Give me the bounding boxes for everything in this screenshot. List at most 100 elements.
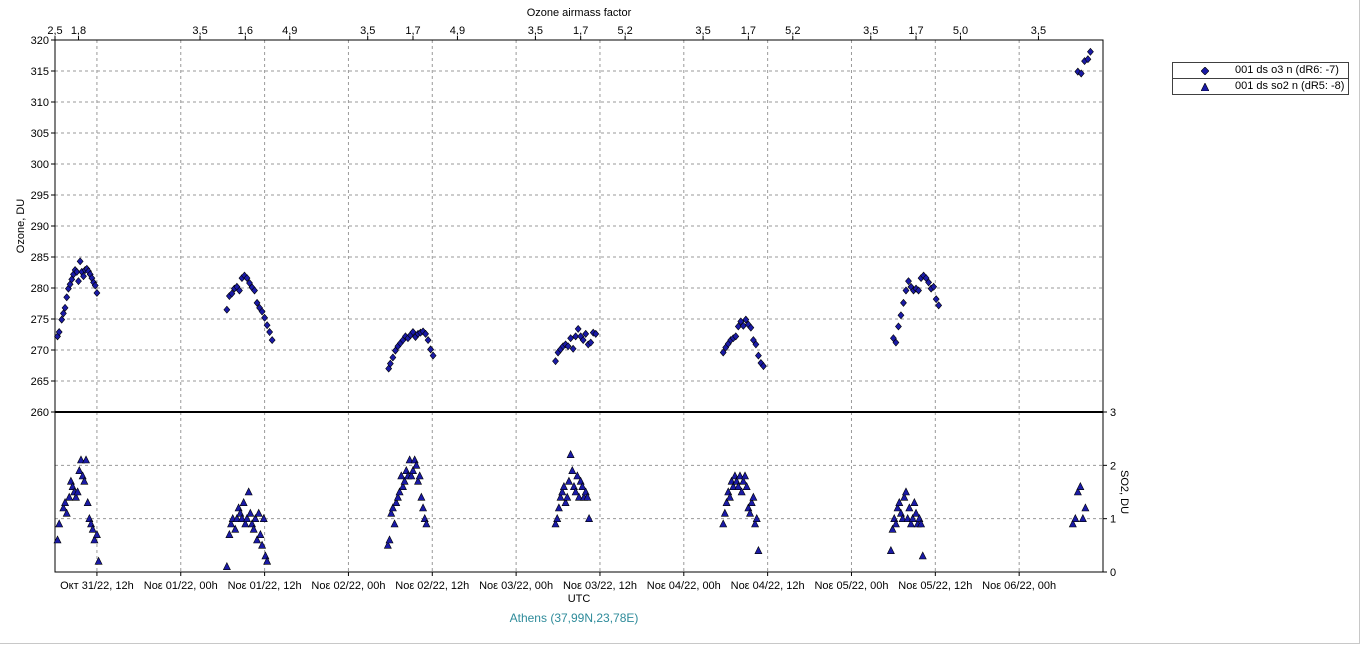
ozone-point bbox=[742, 315, 750, 324]
so2-point bbox=[1078, 513, 1087, 522]
top-tick-label: 5,2 bbox=[785, 25, 800, 37]
x-tick-label: Νοε 05/22, 00h bbox=[814, 580, 888, 592]
top-tick-label: 3,5 bbox=[360, 25, 375, 37]
ozone-point bbox=[263, 321, 271, 330]
ozone-point bbox=[897, 311, 905, 320]
top-tick-label: 1,6 bbox=[238, 25, 253, 37]
so2-point bbox=[392, 497, 401, 506]
so2-point bbox=[573, 471, 582, 480]
ozone-point bbox=[732, 332, 740, 341]
so2-point bbox=[1071, 513, 1080, 522]
so2-point bbox=[556, 492, 565, 501]
so2-point bbox=[88, 524, 97, 533]
so2-point bbox=[415, 471, 424, 480]
so2-point bbox=[414, 476, 423, 485]
so2-point bbox=[737, 487, 746, 496]
so2-point bbox=[90, 535, 99, 544]
y-tick-label: 295 bbox=[31, 190, 49, 202]
ozone-point bbox=[93, 288, 101, 297]
so2-point bbox=[62, 508, 71, 517]
so2-point bbox=[419, 503, 428, 512]
plot-frame bbox=[54, 39, 1104, 573]
so2-point bbox=[246, 508, 255, 517]
so2-point bbox=[751, 519, 760, 528]
ozone-point bbox=[427, 345, 434, 354]
so2-point bbox=[83, 497, 92, 506]
so2-point bbox=[729, 481, 738, 490]
ozone-point bbox=[268, 336, 276, 345]
so2-point bbox=[559, 481, 568, 490]
so2-point bbox=[739, 476, 748, 485]
so2-point bbox=[400, 476, 409, 485]
so2-point bbox=[742, 481, 751, 490]
y2-tick-label: 1 bbox=[1110, 514, 1116, 526]
so2-point bbox=[746, 508, 755, 517]
triangle-marker-icon bbox=[1201, 83, 1209, 91]
diamond-marker-icon bbox=[1201, 67, 1209, 75]
so2-point bbox=[398, 481, 407, 490]
so2-point bbox=[405, 455, 414, 464]
ozone-point bbox=[1084, 55, 1092, 64]
so2-point bbox=[409, 465, 417, 474]
so2-point bbox=[1076, 481, 1085, 490]
ozone-point bbox=[76, 257, 84, 266]
ozone-point bbox=[59, 309, 67, 318]
top-tick-label: 3,5 bbox=[695, 25, 710, 37]
ozone-point bbox=[228, 289, 236, 298]
so2-point bbox=[566, 449, 575, 458]
so2-point bbox=[73, 487, 82, 496]
so2-point bbox=[905, 503, 914, 512]
ozone-point bbox=[389, 353, 397, 362]
ozone-point bbox=[572, 332, 580, 341]
so2-point bbox=[734, 481, 743, 490]
ozone-point bbox=[58, 315, 66, 324]
so2-point bbox=[903, 513, 912, 522]
ozone-point bbox=[734, 322, 742, 331]
ozone-point bbox=[567, 334, 575, 343]
so2-point bbox=[256, 529, 265, 538]
ozone-point bbox=[424, 336, 432, 345]
y-tick-label: 290 bbox=[31, 221, 49, 233]
ozone-point bbox=[80, 272, 87, 281]
ozone-point bbox=[892, 338, 900, 347]
so2-point bbox=[82, 455, 91, 464]
so2-point bbox=[253, 535, 262, 544]
so2-point bbox=[575, 492, 583, 501]
ozone-point bbox=[719, 348, 727, 357]
top-tick-label: 1,7 bbox=[908, 25, 923, 37]
ozone-point bbox=[429, 351, 437, 360]
so2-point bbox=[725, 492, 734, 501]
y2-tick-label: 0 bbox=[1110, 567, 1116, 579]
so2-point bbox=[65, 492, 74, 501]
top-tick-label: 4,9 bbox=[450, 25, 465, 37]
so2-point bbox=[720, 508, 729, 517]
top-axis-title: Ozone airmass factor bbox=[527, 7, 632, 19]
so2-point bbox=[888, 524, 897, 533]
x-tick-label: Окт 31/22, 12h bbox=[60, 580, 134, 592]
so2-point bbox=[747, 497, 756, 506]
so2-point bbox=[900, 492, 909, 501]
so2-point bbox=[222, 561, 231, 570]
so2-point bbox=[571, 487, 580, 496]
so2-point bbox=[225, 529, 234, 538]
ozone-point bbox=[73, 267, 81, 276]
y-axis-title: Ozone, DU bbox=[15, 199, 27, 253]
y-tick-label: 310 bbox=[31, 97, 49, 109]
top-tick-label: 2,5 bbox=[47, 25, 62, 37]
ozone-point bbox=[902, 286, 910, 295]
ozone-point bbox=[755, 351, 762, 360]
top-tick-label: 1,7 bbox=[741, 25, 756, 37]
ozone-point bbox=[55, 328, 63, 336]
so2-point bbox=[407, 471, 416, 480]
ozone-point bbox=[935, 301, 943, 310]
y-tick-label: 260 bbox=[31, 407, 49, 419]
so2-point bbox=[263, 556, 272, 565]
so2-point bbox=[410, 455, 419, 464]
so2-point bbox=[388, 503, 397, 512]
legend-item-o3: 001 ds o3 n (dR6: -7) bbox=[1173, 63, 1348, 78]
so2-point bbox=[231, 524, 240, 533]
so2-point bbox=[907, 519, 915, 528]
ozone-point bbox=[569, 344, 577, 353]
ozone-point bbox=[223, 305, 231, 314]
